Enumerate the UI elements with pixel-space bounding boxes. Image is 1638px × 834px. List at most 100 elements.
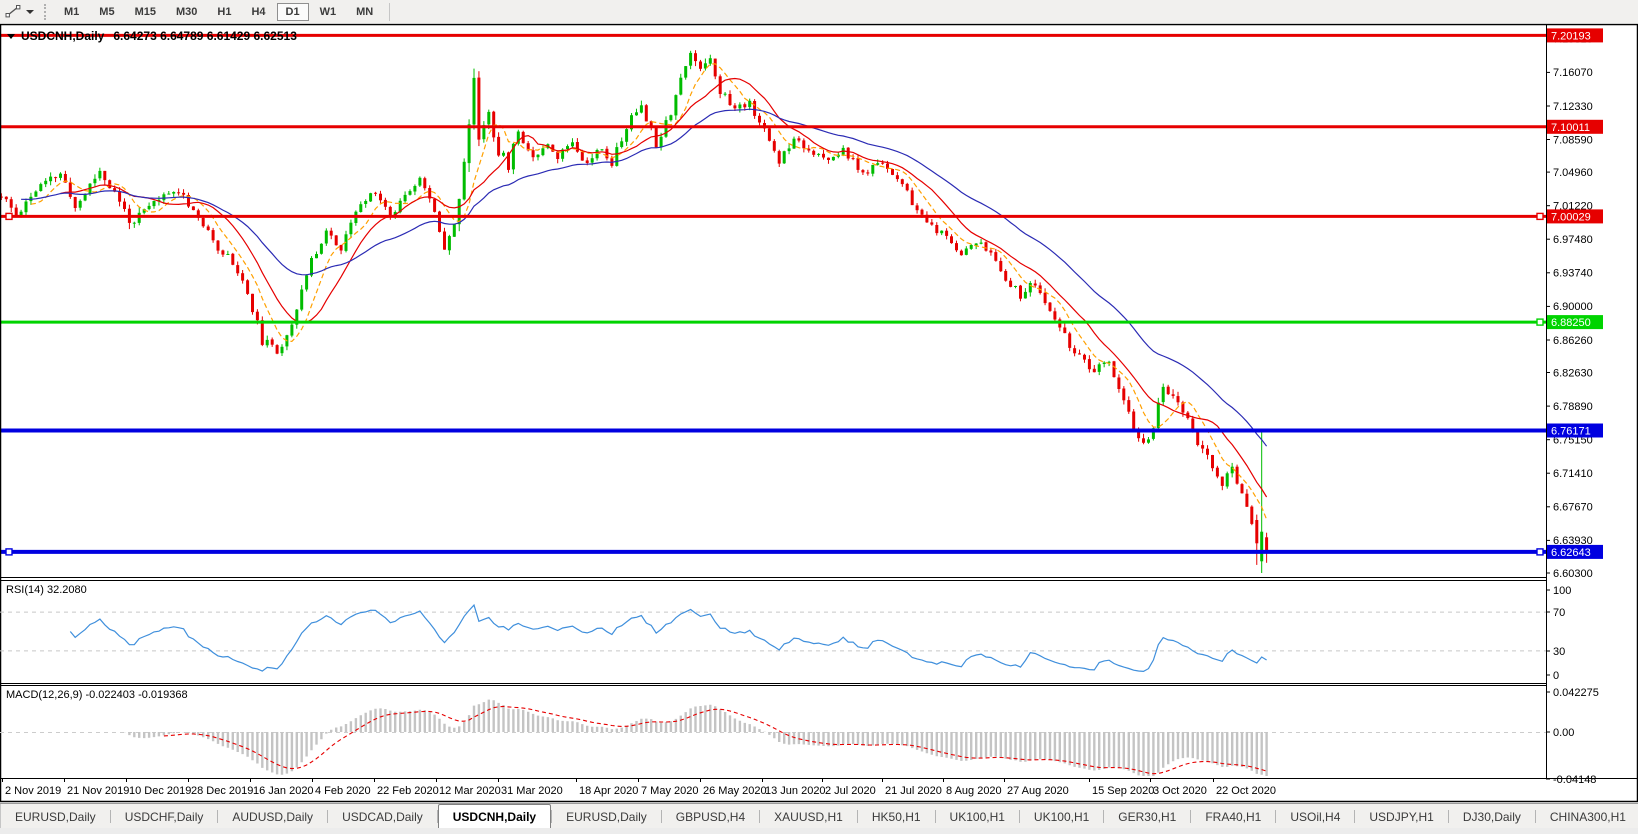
moving-average-13 [60,77,1268,498]
chart-tab-usoil-h4[interactable]: USOil,H4 [1290,809,1341,824]
svg-text:7.12330: 7.12330 [1553,101,1593,113]
tab-separator [1190,810,1192,823]
macd-pane: 0.042275 0.00 -0.04148 [0,687,1599,786]
chart-tab-eurusd-daily[interactable]: EURUSD,Daily [566,809,647,824]
toolbar-grip[interactable] [44,3,46,20]
tab-separator [856,810,858,823]
rsi-indicator-label: RSI(14) 32.2080 [6,584,87,596]
chart-tab-audusd-daily[interactable]: AUDUSD,Daily [232,809,314,824]
svg-text:6.60300: 6.60300 [1553,568,1593,580]
svg-text:16 Jan 2020: 16 Jan 2020 [253,785,314,797]
svg-text:70: 70 [1553,607,1565,619]
tab-separator [1018,810,1020,823]
timeframe-button-m5[interactable]: M5 [99,5,115,18]
chart-title-row: USDCNH,Daily 6.64273 6.64789 6.61429 6.6… [7,29,297,43]
timeframe-button-m30[interactable]: M30 [175,5,198,18]
chart-tab-gbpusd-h4[interactable]: GBPUSD,H4 [675,809,746,824]
tabbar-lead-space [0,804,1,829]
chart-tab-fra40-h1[interactable]: FRA40,H1 [1205,809,1262,824]
panel-borders [0,23,1638,803]
chart-tab-china300-h1[interactable]: CHINA300,H1 [1549,809,1626,824]
svg-text:6.71410: 6.71410 [1553,468,1593,480]
toolbar-separator [389,2,391,21]
rsi-pane: 100 70 30 0 [0,585,1571,682]
svg-text:21 Nov 2019: 21 Nov 2019 [67,785,129,797]
svg-text:3 Oct 2020: 3 Oct 2020 [1153,785,1207,797]
chart-tabs: EURUSD,Daily USDCHF,Daily AUDUSD,Daily USDC… [1,804,1638,829]
svg-text:7.08590: 7.08590 [1553,134,1593,146]
svg-text:26 May 2020: 26 May 2020 [703,785,767,797]
timeframe-button-h1[interactable]: H1 [217,5,232,18]
svg-text:6.90000: 6.90000 [1553,301,1593,313]
chart-ohlc-values: 6.64273 6.64789 6.61429 6.62513 [113,29,297,43]
chart-tab-usdcad-daily[interactable]: USDCAD,Daily [342,809,423,824]
trendline-tool-icon[interactable] [4,4,24,20]
svg-text:0.042275: 0.042275 [1553,687,1599,699]
svg-text:4 Feb 2020: 4 Feb 2020 [315,785,371,797]
chart-tab-bar: EURUSD,Daily USDCHF,Daily AUDUSD,Daily USDC… [0,803,1638,829]
chart-tab-usdchf-daily[interactable]: USDCHF,Daily [124,809,204,824]
svg-text:30: 30 [1553,646,1565,658]
chart-tab-usdcnh-daily[interactable]: USDCNH,Daily [437,804,552,829]
hline-objects [0,33,1546,556]
svg-text:-0.04148: -0.04148 [1553,774,1596,786]
macd-indicator-label: MACD(12,26,9) -0.022403 -0.019368 [6,689,188,701]
tool-dropdown-caret-icon[interactable] [26,9,34,14]
macd-histogram [123,699,1268,776]
tab-separator [1447,810,1449,823]
timeframe-button-m1[interactable]: M1 [64,5,80,18]
svg-text:22 Feb 2020: 22 Feb 2020 [377,785,439,797]
svg-text:7.20193: 7.20193 [1551,30,1591,42]
chart-tab-usdjpy-h1[interactable]: USDJPY,H1 [1369,809,1434,824]
timeframe-button-mn[interactable]: MN [356,5,374,18]
svg-text:15 Sep 2020: 15 Sep 2020 [1092,785,1154,797]
svg-text:27 Aug 2020: 27 Aug 2020 [1007,785,1069,797]
tab-separator [1534,810,1536,823]
svg-text:7 May 2020: 7 May 2020 [641,785,698,797]
svg-text:6.63930: 6.63930 [1553,535,1593,547]
svg-text:8 Aug 2020: 8 Aug 2020 [946,785,1002,797]
svg-text:7.10011: 7.10011 [1551,122,1590,134]
svg-text:13 Jun 2020: 13 Jun 2020 [765,785,826,797]
chart-tab-hk50-h1[interactable]: HK50,H1 [871,809,921,824]
svg-text:6.86260: 6.86260 [1553,335,1593,347]
svg-text:22 Oct 2020: 22 Oct 2020 [1216,785,1276,797]
tab-separator [759,810,761,823]
svg-text:6.82630: 6.82630 [1553,367,1593,379]
tab-separator [327,810,329,823]
timeframe-button-d1[interactable]: D1 [276,2,309,21]
svg-text:6.93740: 6.93740 [1553,268,1593,280]
svg-text:31 Mar 2020: 31 Mar 2020 [501,785,563,797]
timeframe-buttons: M1 M5 M15 M30 H1 H4 D1 W1 MN [54,2,383,21]
tab-separator [1354,810,1356,823]
chart-tab-dj30-daily[interactable]: DJ30,Daily [1462,809,1521,824]
svg-text:18 Apr 2020: 18 Apr 2020 [579,785,638,797]
svg-text:7.04960: 7.04960 [1553,167,1593,179]
tab-separator [1103,810,1105,823]
chart-tab-xauusd-h1[interactable]: XAUUSD,H1 [774,809,843,824]
timeframe-button-h4[interactable]: H4 [251,5,266,18]
tab-separator [1275,810,1277,823]
macd-signal-line [163,705,1267,775]
svg-text:2 Jul 2020: 2 Jul 2020 [825,785,876,797]
chart-tab-eurusd-daily[interactable]: EURUSD,Daily [15,809,96,824]
symbol-collapse-icon[interactable] [7,33,15,39]
chart-tab-uk100-h1[interactable]: UK100,H1 [1033,809,1090,824]
svg-text:6.78890: 6.78890 [1553,401,1593,413]
svg-text:100: 100 [1553,585,1571,597]
chart-tab-ger30-h1[interactable]: GER30,H1 [1118,809,1177,824]
svg-text:7.16070: 7.16070 [1553,67,1593,79]
svg-text:28 Dec 2019: 28 Dec 2019 [191,785,253,797]
timeframe-button-w1[interactable]: W1 [319,5,337,18]
tab-separator [934,810,936,823]
tab-separator [660,810,662,823]
svg-text:6.62643: 6.62643 [1551,547,1591,559]
timeframe-button-m15[interactable]: M15 [134,5,156,18]
tab-separator [217,810,219,823]
chart-tab-uk100-h1[interactable]: UK100,H1 [949,809,1005,824]
svg-text:0.00: 0.00 [1553,727,1574,739]
svg-text:6.67670: 6.67670 [1553,502,1593,514]
moving-average-7 [30,63,1268,520]
